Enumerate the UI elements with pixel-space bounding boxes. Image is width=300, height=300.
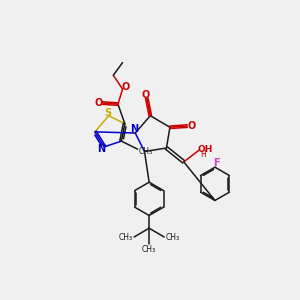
- Text: O: O: [94, 98, 102, 108]
- Text: N: N: [130, 124, 138, 134]
- Text: O: O: [187, 121, 196, 131]
- Text: OH: OH: [198, 145, 213, 154]
- Text: CH₃: CH₃: [166, 233, 180, 242]
- Text: CH₃: CH₃: [139, 148, 153, 157]
- Text: O: O: [122, 82, 130, 92]
- Text: CH₃: CH₃: [142, 245, 156, 254]
- Text: N: N: [97, 144, 105, 154]
- Text: F: F: [213, 158, 219, 168]
- Text: S: S: [104, 108, 112, 118]
- Text: O: O: [142, 90, 150, 100]
- Text: H: H: [200, 151, 206, 160]
- Text: CH₃: CH₃: [118, 233, 132, 242]
